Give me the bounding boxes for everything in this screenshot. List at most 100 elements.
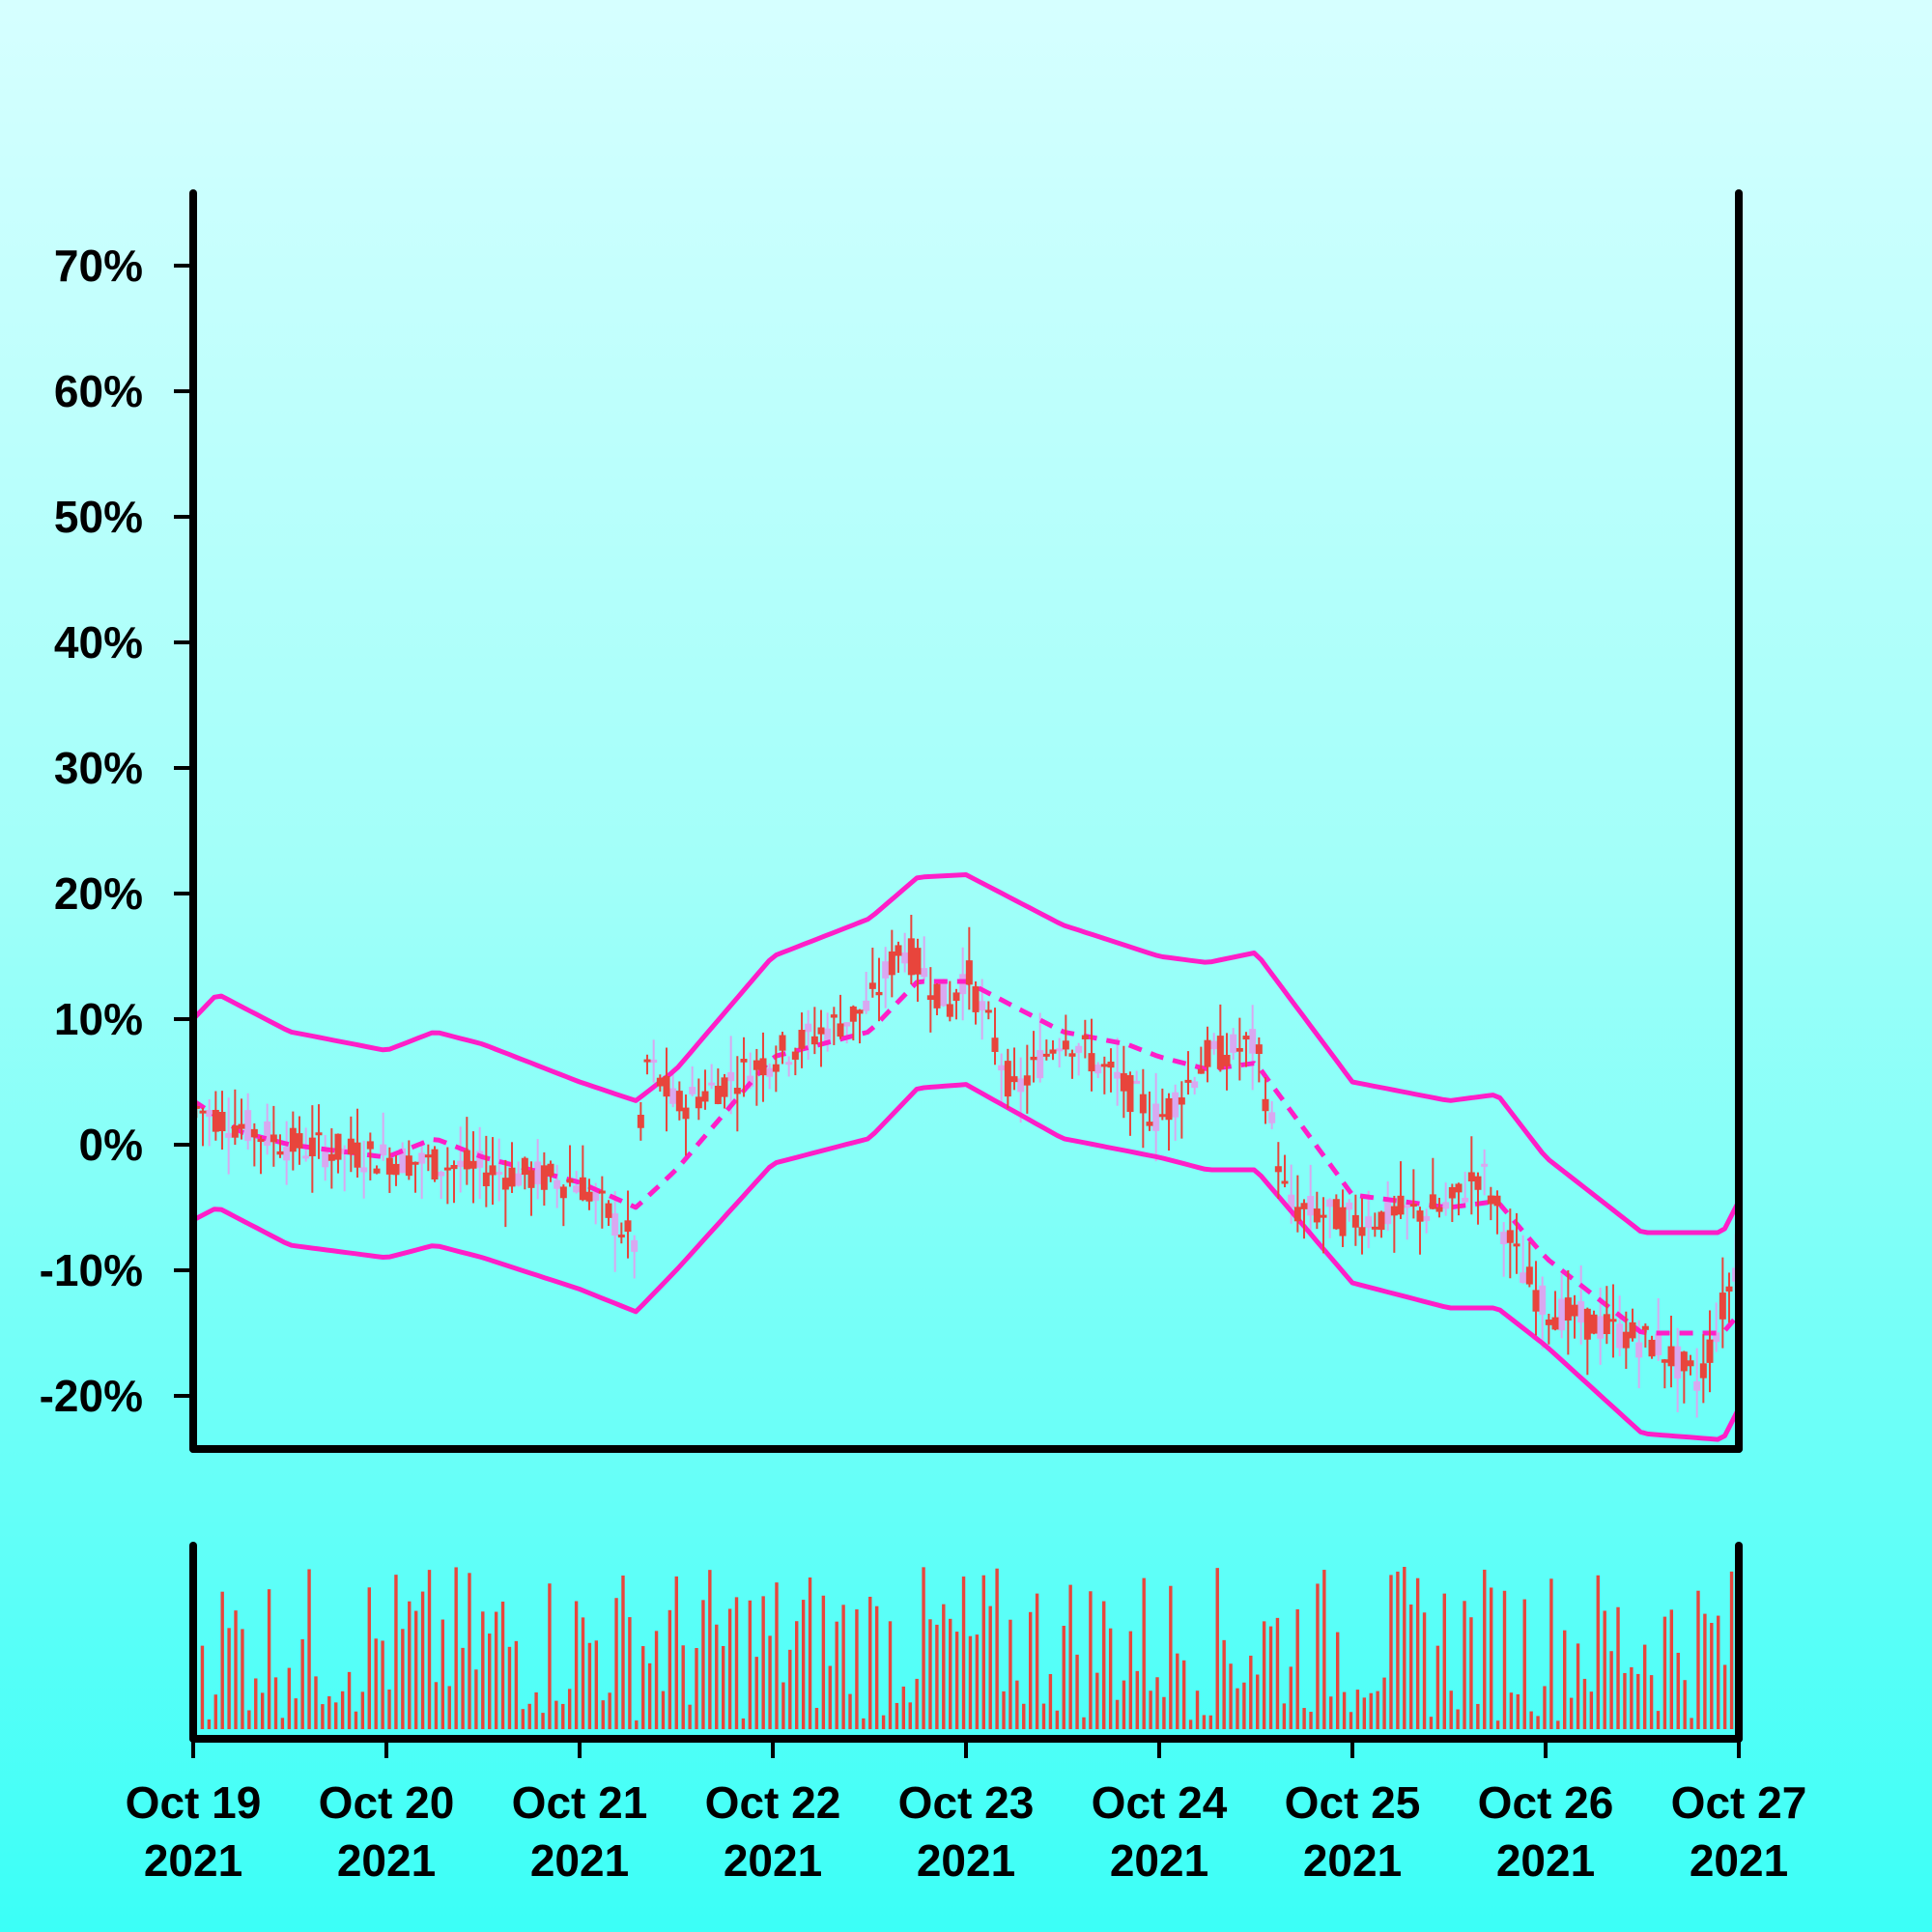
- volume-bar: [821, 1595, 826, 1729]
- candle-body: [289, 1127, 297, 1152]
- shadow-body: [1172, 1092, 1179, 1118]
- candle-body: [701, 1091, 709, 1102]
- volume-bar: [1442, 1593, 1446, 1729]
- volume-bar: [454, 1567, 458, 1729]
- volume-bar: [1048, 1674, 1053, 1729]
- volume-bar: [1122, 1680, 1126, 1729]
- shadow-body: [1462, 1197, 1469, 1203]
- volume-bar: [1415, 1577, 1420, 1729]
- candle-body: [1661, 1359, 1668, 1363]
- volume-bar: [374, 1638, 378, 1729]
- candle-body: [1603, 1314, 1610, 1335]
- shadow-body: [1133, 1080, 1141, 1084]
- candle-body: [663, 1075, 670, 1097]
- shadow-body: [766, 1067, 774, 1077]
- volume-bar: [213, 1694, 217, 1729]
- candle-body: [1378, 1211, 1385, 1231]
- shadow-body: [476, 1151, 484, 1168]
- volume-bar: [227, 1628, 231, 1729]
- band-upper-line: [191, 872, 1742, 1236]
- volume-bar: [1676, 1652, 1680, 1729]
- shadow-body: [438, 1172, 445, 1177]
- candle-body: [1100, 1064, 1108, 1067]
- volume-bar: [1089, 1591, 1093, 1729]
- candle-body: [218, 1111, 226, 1132]
- volume-bar: [1529, 1711, 1533, 1729]
- volume-bar: [781, 1682, 785, 1729]
- volume-bar: [434, 1682, 439, 1729]
- volume-bar: [1522, 1599, 1526, 1729]
- volume-bar: [1589, 1691, 1594, 1729]
- volume-bar: [1002, 1690, 1006, 1729]
- candle-body: [354, 1142, 361, 1168]
- candle-body: [1545, 1319, 1552, 1325]
- volume-bar: [1262, 1621, 1266, 1729]
- volume-bar: [862, 1718, 866, 1729]
- candle-body: [1042, 1053, 1050, 1057]
- volume-bar: [895, 1702, 899, 1729]
- shadow-body: [302, 1155, 310, 1159]
- shadow-body: [1210, 1040, 1218, 1050]
- volume-bar: [207, 1719, 212, 1729]
- volume-bar: [1176, 1653, 1179, 1729]
- x-tick-year: 2021: [530, 1835, 629, 1886]
- volume-bar: [574, 1601, 579, 1729]
- candle-body: [624, 1220, 632, 1233]
- volume-bar: [1703, 1613, 1707, 1729]
- candle-body: [443, 1167, 451, 1171]
- volume-bar: [855, 1609, 859, 1729]
- volume-bar: [554, 1700, 558, 1729]
- volume-bar: [401, 1629, 405, 1729]
- volume-bar: [1202, 1715, 1207, 1729]
- volume-bar: [387, 1690, 391, 1729]
- candle-body: [373, 1168, 381, 1174]
- candle-body: [1320, 1214, 1327, 1218]
- candle-body: [1351, 1214, 1359, 1228]
- volume-bar: [300, 1639, 304, 1729]
- volume-bar: [874, 1605, 879, 1729]
- volume-bar: [748, 1600, 753, 1729]
- candle-body: [1506, 1230, 1514, 1243]
- volume-bar: [1495, 1720, 1500, 1729]
- candle-body: [946, 1004, 953, 1017]
- candle-body: [733, 1088, 741, 1094]
- candle-body: [450, 1165, 458, 1170]
- volume-bar: [995, 1568, 999, 1729]
- candle-body: [1719, 1293, 1726, 1320]
- volume-bar: [347, 1671, 352, 1729]
- candle-body: [972, 986, 980, 1012]
- volume-panel: Oct 19 2021 Oct 20 2021 Oct 21 2021 Oct 22 2021…: [126, 1542, 1806, 1886]
- volume-bar: [1215, 1568, 1219, 1729]
- volume-bar: [1717, 1615, 1720, 1729]
- candle-body: [1010, 1076, 1018, 1083]
- volume-bar: [1543, 1686, 1547, 1729]
- candle-body: [875, 991, 883, 996]
- candle-body: [1358, 1227, 1366, 1236]
- volume-bar: [681, 1645, 685, 1729]
- x-tick-label: Oct 23: [898, 1777, 1035, 1828]
- volume-bar: [413, 1610, 418, 1729]
- volume-bar: [1616, 1606, 1620, 1729]
- volume-bar: [1362, 1697, 1367, 1729]
- volume-bar: [975, 1634, 980, 1729]
- volume-bar: [1329, 1696, 1333, 1729]
- shadow-body: [1384, 1198, 1392, 1225]
- candle-body: [257, 1139, 265, 1143]
- volume-bar: [1082, 1717, 1086, 1729]
- volume-bar: [1102, 1601, 1106, 1729]
- volume-bar: [761, 1596, 765, 1729]
- candle-body: [1332, 1199, 1340, 1230]
- volume-bar: [868, 1596, 872, 1729]
- volume-bar: [1509, 1692, 1514, 1729]
- candle-body: [212, 1109, 219, 1132]
- candle-body: [914, 948, 922, 975]
- x-tick-year: 2021: [1690, 1835, 1788, 1886]
- volume-bar: [981, 1575, 985, 1729]
- candle-body: [1139, 1094, 1147, 1114]
- volume-bar: [688, 1704, 692, 1729]
- volume-bar: [701, 1600, 705, 1729]
- shadow-body: [1191, 1081, 1199, 1089]
- shadow-body: [1075, 1045, 1083, 1053]
- volume-bar: [354, 1711, 358, 1729]
- y-tick-label: 0%: [79, 1120, 143, 1170]
